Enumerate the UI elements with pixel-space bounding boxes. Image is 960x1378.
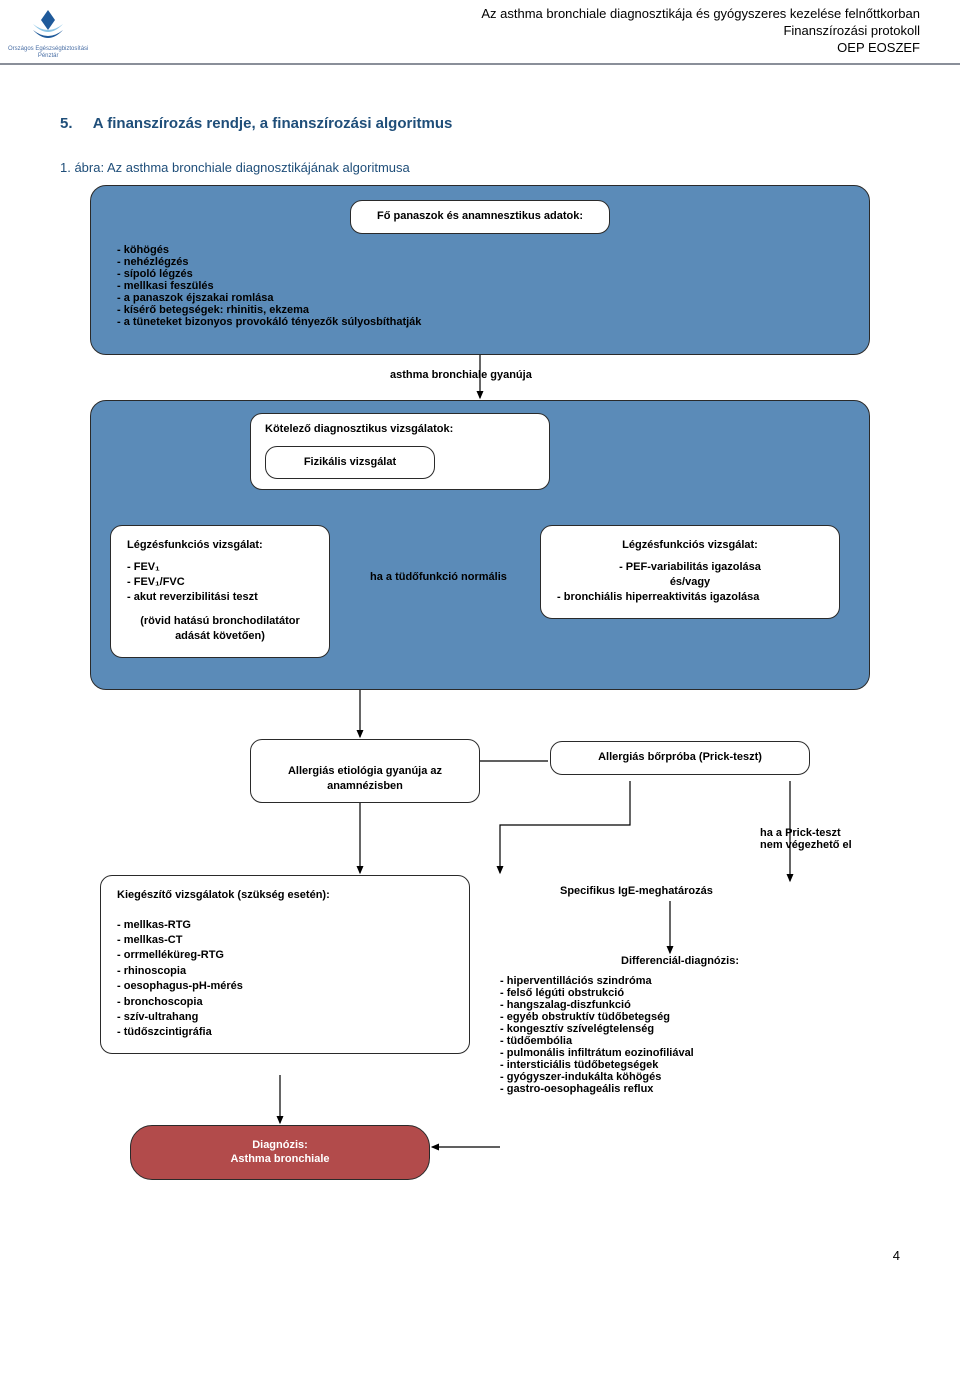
diagnosis-line2: Asthma bronchiale [131, 1152, 429, 1166]
pft-left-note: (rövid hatású bronchodilatátor adását kö… [127, 614, 313, 645]
page-header: Országos Egészségbiztosítási Pénztár Az … [0, 0, 960, 65]
diffdx-item: - egyéb obstruktív tüdőbetegség [500, 1011, 860, 1023]
symptom-item: - köhögés [117, 244, 849, 256]
symptoms-panel: Fő panaszok és anamnesztikus adatok: - k… [90, 185, 870, 355]
mandatory-title: Kötelező diagnosztikus vizsgálatok: [265, 423, 453, 435]
symptoms-items: - köhögés - nehézlégzés - sípoló légzés … [111, 244, 849, 328]
logo: Országos Egészségbiztosítási Pénztár [8, 6, 88, 59]
pft-left-box: Légzésfunkciós vizsgálat: - FEV₁ - FEV₁/… [110, 525, 330, 657]
pft-right-item: - PEF-variabilitás igazolása és/vagy [557, 560, 823, 591]
diffdx-item: - pulmonális infiltrátum eozinofiliával [500, 1047, 860, 1059]
pft-left-item: - akut reverzibilitási teszt [127, 590, 313, 605]
section-title: 5. A finanszírozás rendje, a finanszíroz… [60, 115, 900, 132]
diffdx-item: - kongesztív szívelégtelenség [500, 1023, 860, 1035]
diffdx-item: - felső légúti obstrukció [500, 987, 860, 999]
pft-left-title: Légzésfunkciós vizsgálat: [127, 538, 313, 553]
symptom-item: - a panaszok éjszakai romlása [117, 292, 849, 304]
pft-right-title: Légzésfunkciós vizsgálat: [557, 538, 823, 553]
header-subtitle-1: Finanszírozási protokoll [481, 23, 920, 40]
suppl-item: - tüdőszcintigráfia [117, 1025, 453, 1040]
allergy-left-box: Allergiás etiológia gyanúja az anamnézis… [250, 739, 480, 803]
pft-mid-label: ha a tüdőfunkció normális [370, 571, 507, 583]
diagnosis-pill: Diagnózis: Asthma bronchiale [130, 1125, 430, 1180]
suppl-item: - orrmelléküreg-RTG [117, 948, 453, 963]
symptoms-title: Fő panaszok és anamnesztikus adatok: [377, 210, 583, 222]
allergy-right-label: Allergiás bőrpróba (Prick-teszt) [598, 751, 762, 763]
header-right: Az asthma bronchiale diagnosztikája és g… [481, 6, 920, 57]
suspicion-label: asthma bronchiale gyanúja [390, 369, 532, 381]
physical-exam-label: Fizikális vizsgálat [304, 456, 396, 468]
pft-left-item: - FEV₁ [127, 560, 313, 575]
pft-right-item: - bronchiális hiperreaktivitás igazolása [557, 590, 823, 605]
mandatory-title-box: Kötelező diagnosztikus vizsgálatok: Fizi… [250, 413, 550, 490]
diffdx-item: - hangszalag-diszfunkció [500, 999, 860, 1011]
suppl-item: - mellkas-CT [117, 933, 453, 948]
header-title: Az asthma bronchiale diagnosztikája és g… [481, 6, 920, 23]
symptom-item: - nehézlégzés [117, 256, 849, 268]
diffdx-box: Differenciál-diagnózis: - hiperventillác… [500, 955, 860, 1095]
figure-caption: 1. ábra: Az asthma bronchiale diagnoszti… [60, 160, 900, 175]
header-subtitle-2: OEP EOSZEF [481, 40, 920, 57]
suppl-item: - bronchoscopia [117, 995, 453, 1010]
suppl-title: Kiegészítő vizsgálatok (szükség esetén): [117, 888, 453, 903]
diffdx-title: Differenciál-diagnózis: [500, 955, 860, 967]
suppl-item: - mellkas-RTG [117, 918, 453, 933]
section-title-text: A finanszírozás rendje, a finanszírozási… [93, 115, 453, 132]
section-number: 5. [60, 115, 73, 132]
diagnosis-line1: Diagnózis: [131, 1138, 429, 1152]
logo-text-2: Pénztár [38, 53, 59, 60]
ige-label: Specifikus IgE-meghatározás [560, 885, 713, 897]
symptom-item: - sípoló légzés [117, 268, 849, 280]
suppl-item: - oesophagus-pH-mérés [117, 979, 453, 994]
suppl-item: - rhinoscopia [117, 964, 453, 979]
physical-exam-box: Fizikális vizsgálat [265, 446, 435, 479]
supplementary-box: Kiegészítő vizsgálatok (szükség esetén):… [100, 875, 470, 1054]
allergy-left-label: Allergiás etiológia gyanúja az anamnézis… [288, 765, 442, 792]
diffdx-item: - intersticiális tüdőbetegségek [500, 1059, 860, 1071]
symptom-item: - mellkasi feszülés [117, 280, 849, 292]
diffdx-item: - hiperventillációs szindróma [500, 975, 860, 987]
prick-note: ha a Prick-teszt nem végezhető el [760, 815, 852, 851]
allergy-right-box: Allergiás bőrpróba (Prick-teszt) [550, 741, 810, 774]
diffdx-item: - gastro-oesophageális reflux [500, 1083, 860, 1095]
pft-left-item: - FEV₁/FVC [127, 575, 313, 590]
suppl-item: - szív-ultrahang [117, 1010, 453, 1025]
logo-icon [23, 6, 73, 46]
diffdx-item: - tüdőembólia [500, 1035, 860, 1047]
symptoms-title-box: Fő panaszok és anamnesztikus adatok: [350, 200, 610, 233]
pft-right-box: Légzésfunkciós vizsgálat: - PEF-variabil… [540, 525, 840, 619]
main-content: 5. A finanszírozás rendje, a finanszíroz… [0, 65, 960, 1275]
diagram: Fő panaszok és anamnesztikus adatok: - k… [70, 185, 890, 1245]
symptom-item: - a tüneteket bizonyos provokáló tényező… [117, 316, 849, 328]
page-number: 4 [893, 1248, 900, 1263]
symptom-item: - kísérő betegségek: rhinitis, ekzema [117, 304, 849, 316]
logo-text-1: Országos Egészségbiztosítási [8, 46, 88, 53]
diffdx-item: - gyógyszer-indukálta köhögés [500, 1071, 860, 1083]
